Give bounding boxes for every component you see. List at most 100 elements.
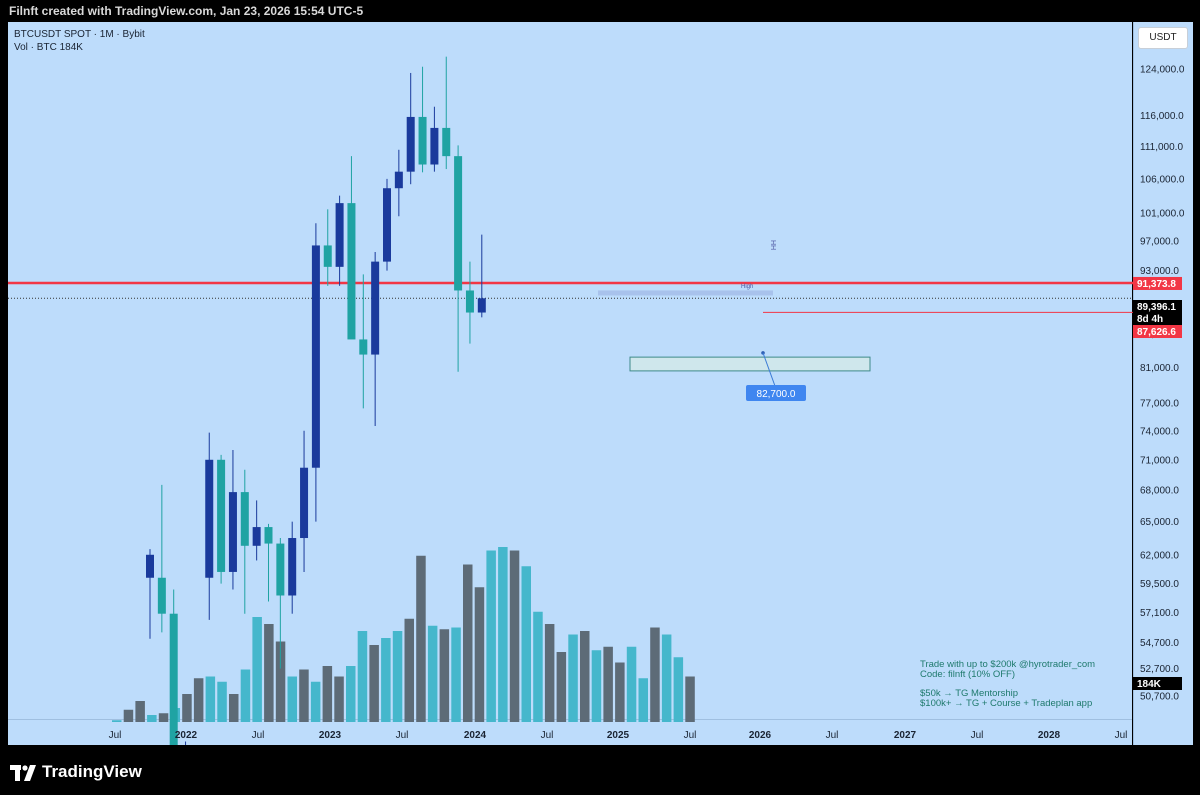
volume-bar <box>615 662 625 722</box>
candle-body <box>394 171 403 189</box>
x-tick-label: 2025 <box>607 730 630 741</box>
candle-body <box>371 261 380 355</box>
volume-bar <box>287 676 297 722</box>
volume-bar <box>123 709 134 722</box>
currency-button[interactable]: USDT <box>1138 27 1188 49</box>
candle-body <box>406 116 415 172</box>
candle-body <box>418 116 427 165</box>
x-tick-label: 2028 <box>1038 730 1061 741</box>
volume-bar <box>673 657 684 722</box>
y-tick-label: 116,000.0 <box>1140 111 1184 122</box>
chart-credit: Filnft created with TradingView.com, Jan… <box>9 4 364 18</box>
volume-bar <box>369 645 379 722</box>
candle-body <box>347 203 356 340</box>
y-tick-label: 57,100.0 <box>1140 608 1179 619</box>
candle-body <box>323 245 332 267</box>
volume-bar <box>158 713 169 722</box>
x-tick-label: Jul <box>109 730 122 741</box>
y-tick-label: 54,700.0 <box>1140 638 1179 649</box>
price-tag-label: 8d 4h <box>1137 314 1163 325</box>
promo-line-2: Code: filnft (10% OFF) <box>920 669 1016 680</box>
annotation-pointer <box>762 352 776 387</box>
candle-body <box>288 538 297 596</box>
chart-area[interactable] <box>8 22 1132 719</box>
volume-bar <box>217 681 227 722</box>
price-tag-box <box>1133 325 1182 338</box>
candle-body <box>430 127 439 165</box>
candle-body <box>311 245 320 468</box>
high-zone <box>598 290 773 296</box>
x-tick-label: 2026 <box>749 730 772 741</box>
hh-label: HH <box>769 240 776 250</box>
volume-bar <box>275 641 286 722</box>
volume-bar <box>626 646 637 722</box>
candle-body <box>217 459 226 572</box>
top-bar: Filnft created with TradingView.com, Jan… <box>0 0 1200 22</box>
demand-zone <box>629 356 871 372</box>
y-tick-label: 111,000.0 <box>1140 142 1183 153</box>
high-label: High <box>741 284 753 290</box>
volume-bar <box>556 652 567 722</box>
volume-bar <box>112 720 122 722</box>
volume-bar <box>638 678 648 722</box>
x-tick-label: 2024 <box>464 730 487 741</box>
volume-bar <box>544 624 555 722</box>
volume-bar <box>357 631 368 722</box>
volume-bar <box>451 627 461 722</box>
tradingview-logo-text: TradingView <box>42 762 142 781</box>
annotation-label: 82,700.0 <box>757 389 796 400</box>
volume-bar <box>205 676 216 722</box>
price-tag-label: 89,396.1 <box>1137 302 1176 313</box>
volume-bar <box>498 547 508 722</box>
volume-bar <box>568 634 578 722</box>
volume-line: Vol · BTC 184K <box>14 42 83 53</box>
x-tick-label: Jul <box>396 730 409 741</box>
price-tag-box <box>1133 677 1182 690</box>
y-tick-label: 65,000.0 <box>1140 517 1179 528</box>
y-tick-label: 106,000.0 <box>1140 174 1185 185</box>
x-tick-label: Jul <box>252 730 265 741</box>
tradingview-logo[interactable]: TradingView <box>10 762 142 782</box>
x-tick-label: 2022 <box>175 730 198 741</box>
x-tick-label: Jul <box>684 730 697 741</box>
candle-body <box>454 156 463 291</box>
volume-bar <box>322 666 333 722</box>
y-tick-label: 62,000.0 <box>1140 550 1179 561</box>
promo-line-3: $50k → TG Mentorship <box>920 688 1019 699</box>
y-tick-label: 81,000.0 <box>1140 363 1179 374</box>
volume-bar <box>580 631 590 722</box>
candle-body <box>146 554 154 578</box>
candle-body <box>383 188 391 262</box>
candle-body <box>300 467 309 539</box>
volume-bar <box>509 550 520 722</box>
y-tick-label: 71,000.0 <box>1140 455 1179 466</box>
x-tick-label: Jul <box>971 730 984 741</box>
symbol-line: BTCUSDT SPOT · 1M · Bybit <box>14 29 145 40</box>
volume-bar <box>334 676 344 722</box>
y-tick-label: 52,700.0 <box>1140 664 1179 675</box>
volume-bar <box>392 631 403 722</box>
price-axis[interactable] <box>1133 22 1193 745</box>
candle-body <box>228 492 237 572</box>
volume-bar <box>193 678 204 722</box>
candle-body <box>465 290 474 313</box>
x-tick-label: Jul <box>541 730 554 741</box>
volume-bar <box>427 625 438 722</box>
volume-bar <box>439 629 450 722</box>
price-tag-box <box>1133 276 1182 290</box>
candle-body <box>157 577 166 614</box>
volume-bar <box>661 634 672 722</box>
x-tick-label: 2023 <box>319 730 342 741</box>
volume-bar <box>252 617 262 722</box>
candle-body <box>359 339 368 355</box>
promo-text: Trade with up to $200k @hyrotrader_com C… <box>920 660 1095 709</box>
y-tick-label: 77,000.0 <box>1140 398 1179 409</box>
annotation-bubble <box>746 385 806 401</box>
volume-bar <box>685 676 695 722</box>
volume-bar <box>135 701 145 722</box>
volume-bar <box>404 618 414 722</box>
volume-bar <box>240 669 251 722</box>
volume-bar <box>381 638 391 722</box>
volume-bar <box>463 564 473 722</box>
